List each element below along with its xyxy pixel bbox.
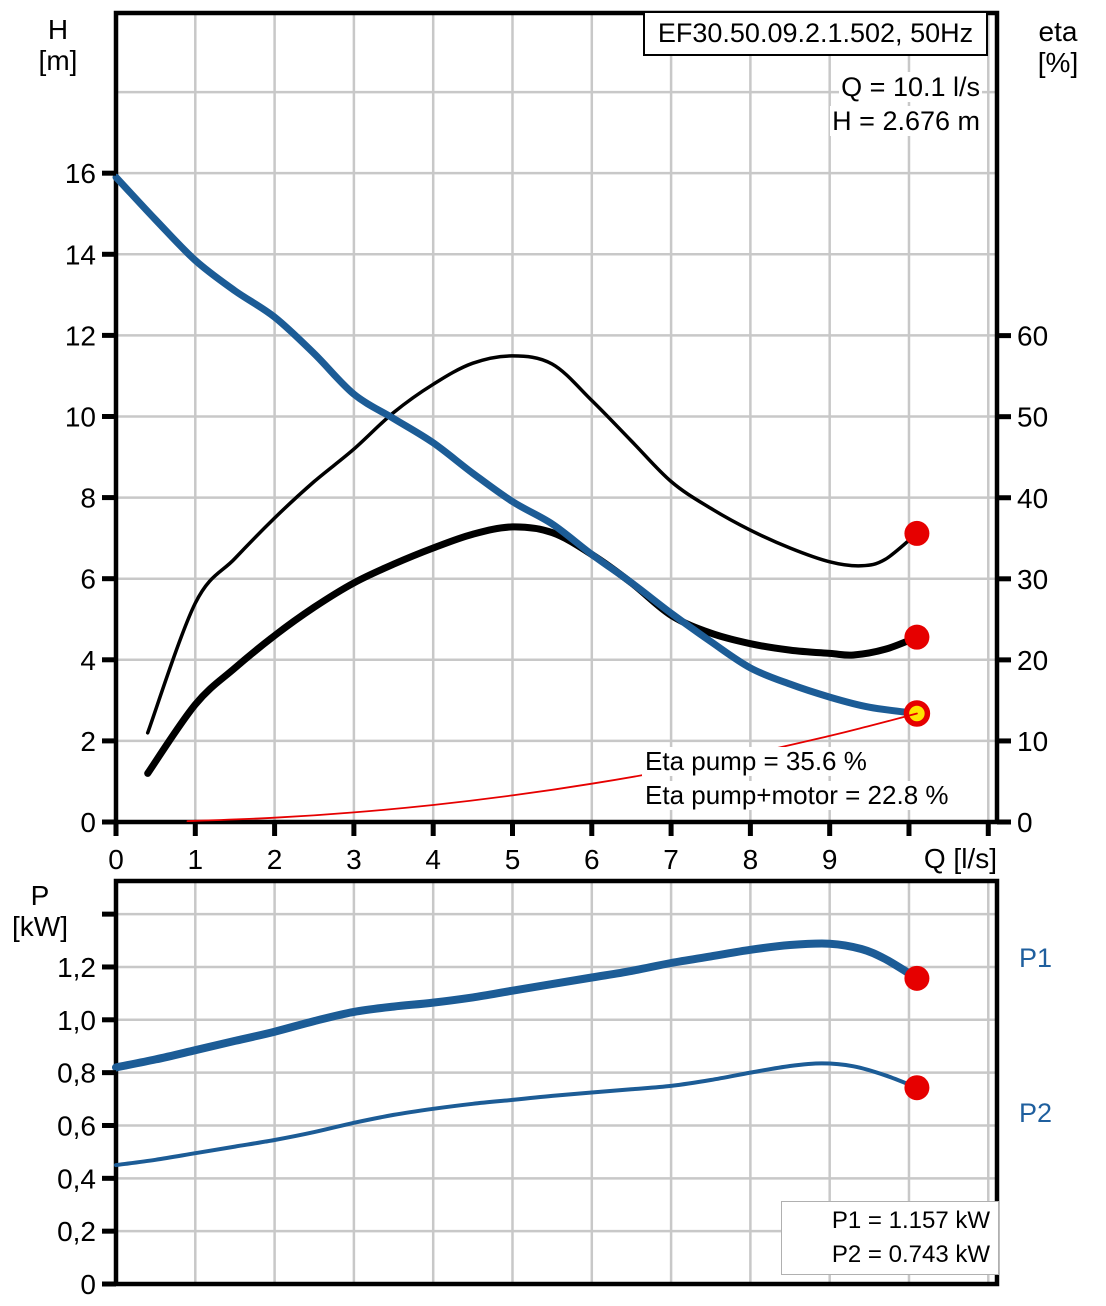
p1-curve-label: P1 — [1019, 943, 1053, 973]
x-tick-label: 9 — [822, 844, 838, 875]
duty-flow-value: Q = 10.1 l/s — [839, 72, 982, 103]
p2-curve-label: P2 — [1019, 1098, 1053, 1128]
x-tick-label: 6 — [584, 844, 600, 875]
eta-pump-motor-annotation: Eta pump+motor = 22.8 % — [642, 780, 952, 811]
h-axis-title-line2: [m] — [38, 45, 78, 77]
y-left-tick-label: 6 — [80, 564, 96, 595]
duty-head-value: H = 2.676 m — [830, 106, 982, 137]
h-axis-title-line1: H — [47, 14, 69, 45]
y-left-tick-label: 0 — [80, 807, 96, 838]
y-right-tick-label: 60 — [1017, 321, 1048, 352]
x-tick-label: 7 — [663, 844, 679, 875]
x-tick-label: 4 — [425, 844, 441, 875]
y-left-tick-label: 4 — [80, 645, 96, 676]
p-axis-title-line1: P — [30, 880, 50, 911]
h-axis-title: H [m] — [20, 14, 96, 77]
x-tick-label: 1 — [188, 844, 204, 875]
y-right-tick-label: 40 — [1017, 483, 1048, 514]
p2-value: P2 = 0.743 kW — [831, 1241, 990, 1268]
y-left-tick-label: 0,2 — [57, 1216, 96, 1247]
plot-border — [113, 878, 1000, 1287]
y-right-tick-label: 50 — [1017, 402, 1048, 433]
p1-value: P1 = 1.157 kW — [831, 1207, 990, 1234]
eta-axis-title-line1: eta — [1038, 16, 1078, 47]
y-left-tick-label: 14 — [65, 239, 96, 270]
system-curve — [186, 712, 918, 822]
eta-axis-title: eta [%] — [1018, 16, 1098, 79]
y-right-tick-label: 10 — [1017, 726, 1048, 757]
y-right-tick-label: 30 — [1017, 564, 1048, 595]
eta-pump-curve — [145, 354, 919, 735]
x-tick-label: 5 — [505, 844, 521, 875]
y-left-tick-label: 10 — [65, 401, 96, 432]
eta-pump-motor-curve — [144, 523, 921, 777]
x-tick-label: 0 — [108, 844, 124, 875]
y-right-tick-label: 0 — [1017, 807, 1033, 838]
y-left-tick-label: 0,6 — [57, 1110, 96, 1141]
q-axis-title: Q [l/s] — [923, 843, 997, 874]
y-left-tick-label: 0,4 — [57, 1163, 96, 1194]
p-axis-title: P [kW] — [2, 880, 78, 943]
eta-pump-endpoint — [904, 520, 930, 546]
x-tick-label: 2 — [267, 844, 283, 875]
x-tick-label: 3 — [346, 844, 362, 875]
power-readout-box: P1 = 1.157 kW P2 = 0.743 kW — [781, 1201, 999, 1275]
p1-endpoint — [904, 965, 930, 991]
y-left-tick-label: 0,8 — [57, 1058, 96, 1089]
p-axis-title-line2: [kW] — [12, 911, 68, 943]
pump-type-title: EF30.50.09.2.1.502, 50Hz — [643, 11, 988, 56]
p1-curve — [112, 939, 921, 1072]
duty-point-readout: Q = 10.1 l/s H = 2.676 m — [830, 72, 982, 140]
y-right-tick-label: 20 — [1017, 645, 1048, 676]
head-curve — [112, 173, 921, 717]
y-left-tick-label: 1,2 — [57, 952, 96, 983]
y-left-tick-label: 16 — [65, 158, 96, 189]
y-left-tick-label: 2 — [80, 726, 96, 757]
eta-pump-motor-endpoint — [904, 624, 930, 650]
y-left-tick-label: 8 — [80, 483, 96, 514]
p2-curve — [114, 1061, 919, 1168]
y-left-tick-label: 0 — [80, 1269, 96, 1300]
y-left-tick-label: 1,0 — [57, 1005, 96, 1036]
y-left-tick-label: 12 — [65, 320, 96, 351]
x-tick-label: 8 — [743, 844, 759, 875]
eta-pump-annotation: Eta pump = 35.6 % — [642, 746, 870, 777]
p2-endpoint — [904, 1075, 930, 1101]
eta-axis-title-line2: [%] — [1037, 47, 1079, 79]
